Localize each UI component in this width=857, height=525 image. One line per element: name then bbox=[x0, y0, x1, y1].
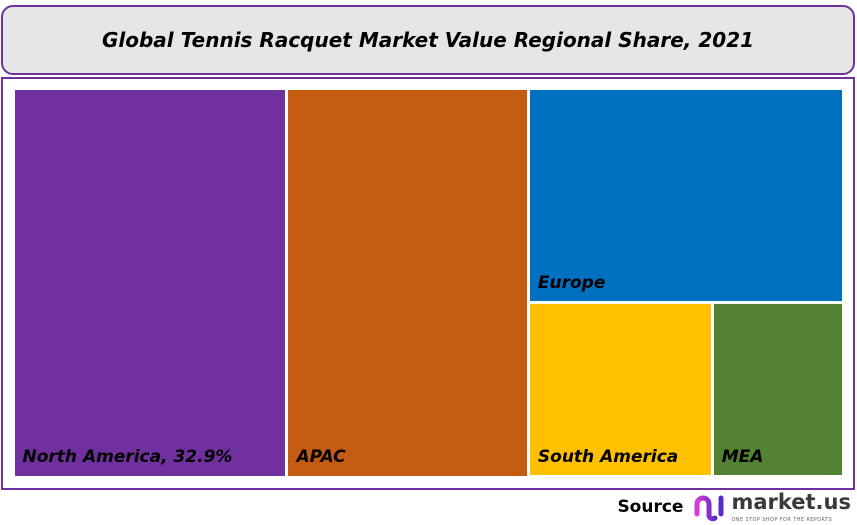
market-us-logo: market.us ONE STOP SHOP FOR THE REPORTS bbox=[693, 490, 851, 524]
chart-title-box: Global Tennis Racquet Market Value Regio… bbox=[1, 5, 855, 75]
treemap-tile-label: North America, 32.9% bbox=[22, 447, 233, 468]
logo-name: market.us bbox=[731, 490, 851, 514]
treemap-tile-north-america: North America, 32.9% bbox=[14, 89, 286, 476]
treemap-tile-south-america: South America bbox=[529, 304, 711, 476]
chart-title: Global Tennis Racquet Market Value Regio… bbox=[101, 28, 755, 52]
source-attribution: Source market.us ONE STOP SHOP FOR THE R… bbox=[617, 490, 851, 524]
treemap-chart: North America, 32.9% APAC Europe South Amer… bbox=[1, 77, 855, 490]
treemap-tile-label: South America bbox=[537, 447, 679, 468]
treemap-tile-label: MEA bbox=[721, 447, 764, 468]
treemap-tile-apac: APAC bbox=[288, 89, 527, 476]
source-label: Source bbox=[617, 496, 684, 517]
market-us-logo-icon bbox=[694, 495, 724, 521]
logo-tagline: ONE STOP SHOP FOR THE REPORTS bbox=[731, 517, 833, 524]
treemap-tile-label: APAC bbox=[296, 447, 346, 468]
treemap-tile-europe: Europe bbox=[529, 89, 843, 301]
treemap-tile-mea: MEA bbox=[713, 304, 843, 476]
treemap-tile-label: Europe bbox=[537, 272, 606, 293]
